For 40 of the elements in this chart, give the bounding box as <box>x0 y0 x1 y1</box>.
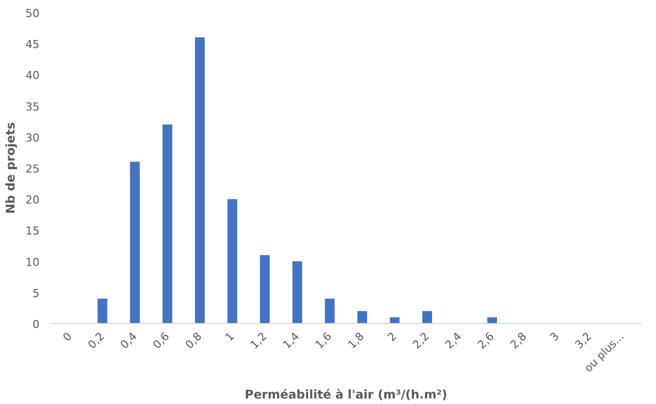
y-tick-label: 20 <box>26 194 40 207</box>
x-tick-label: 1,8 <box>345 330 367 352</box>
x-tick-label: 3 <box>548 330 562 344</box>
x-tick-label: 0,2 <box>85 330 108 352</box>
bar <box>195 37 205 324</box>
bar <box>227 199 238 324</box>
x-tick-label: 3,2 <box>572 330 594 352</box>
x-tick-label: 1,6 <box>312 330 334 352</box>
x-tick-label: 2 <box>385 330 400 344</box>
x-tick-label: 1,2 <box>248 330 270 352</box>
y-tick-label: 40 <box>26 69 40 82</box>
y-tick-label: 45 <box>26 38 40 52</box>
bar <box>324 298 335 324</box>
x-axis-title: Perméabilité à l'air (m³/(h.m²) <box>244 387 448 402</box>
y-tick-label: 25 <box>26 162 40 176</box>
x-tick-label: 2,6 <box>475 330 497 352</box>
x-tick-label: 0,6 <box>150 330 172 352</box>
bar <box>422 311 432 324</box>
bar <box>260 255 270 324</box>
bar <box>130 162 140 324</box>
y-tick-label: 15 <box>26 224 40 238</box>
bar <box>162 124 172 324</box>
y-axis-title: Nb de projets <box>4 122 18 214</box>
y-tick-label: 10 <box>26 256 40 269</box>
x-tick-label: 2,4 <box>442 330 464 352</box>
bar <box>292 261 302 324</box>
bar <box>98 298 108 324</box>
x-tick-label: 0,4 <box>118 330 140 352</box>
x-tick-label: 1 <box>222 330 237 344</box>
y-tick-label: 50 <box>26 7 40 20</box>
x-tick-label: 1,4 <box>280 330 302 352</box>
y-tick-label: 5 <box>32 286 40 300</box>
y-tick-label: 30 <box>26 131 40 144</box>
bar <box>357 311 368 324</box>
x-tick-label: 0 <box>60 330 75 344</box>
x-tick-label: 0,8 <box>182 330 204 352</box>
y-tick-label: 35 <box>26 100 40 114</box>
x-tick-label: 2,2 <box>410 330 432 352</box>
y-tick-label: 0 <box>32 318 40 331</box>
x-tick-label: 2,8 <box>508 330 530 352</box>
